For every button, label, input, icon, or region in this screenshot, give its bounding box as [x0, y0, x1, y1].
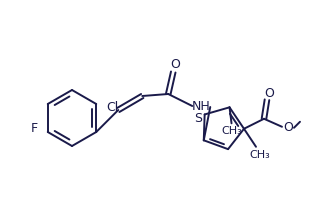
- Text: O: O: [170, 58, 180, 72]
- Text: O: O: [264, 87, 274, 100]
- Text: O: O: [283, 121, 293, 134]
- Text: CH₃: CH₃: [221, 126, 242, 136]
- Text: NH: NH: [192, 100, 211, 114]
- Text: CH₃: CH₃: [250, 150, 270, 160]
- Text: Cl: Cl: [106, 101, 118, 114]
- Text: F: F: [31, 121, 38, 134]
- Text: S: S: [194, 112, 202, 125]
